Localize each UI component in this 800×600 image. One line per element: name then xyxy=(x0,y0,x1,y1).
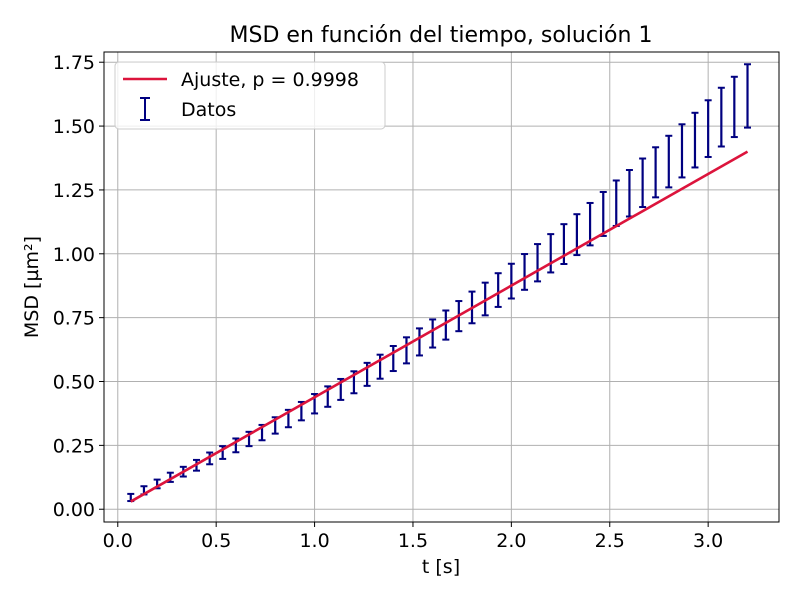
data-errorbar xyxy=(534,243,542,283)
data-errorbar xyxy=(507,262,515,300)
data-errorbar xyxy=(586,201,594,247)
chart-title: MSD en función del tiempo, solución 1 xyxy=(230,23,653,48)
y-tick-label: 0.50 xyxy=(53,372,95,394)
data-errorbar xyxy=(730,75,738,139)
x-tick-label: 1.5 xyxy=(398,530,428,552)
legend-fit-label: Ajuste, p = 0.9998 xyxy=(181,69,359,91)
data-errorbar xyxy=(415,327,423,357)
data-errorbar xyxy=(717,86,725,148)
y-axis-label: MSD [µm²] xyxy=(21,236,43,338)
legend-errorbar-swatch xyxy=(140,97,150,121)
data-errorbar xyxy=(599,190,607,237)
y-tick-label: 1.75 xyxy=(53,52,95,74)
data-errorbar xyxy=(389,345,397,373)
x-tick-label: 1.0 xyxy=(299,530,329,552)
legend: Ajuste, p = 0.9998 Datos xyxy=(114,61,386,130)
data-errorbar xyxy=(744,63,752,129)
data-errorbar xyxy=(560,223,568,266)
x-tick-label: 2.0 xyxy=(496,530,526,552)
data-errorbar xyxy=(652,146,660,199)
legend-data-label: Datos xyxy=(181,99,236,121)
y-tick-label: 1.25 xyxy=(53,180,95,202)
x-tick-label: 0.5 xyxy=(201,530,231,552)
axes-frame xyxy=(103,51,780,523)
data-errorbar xyxy=(625,169,633,218)
x-axis-label: t [s] xyxy=(422,556,460,578)
x-tick-label: 3.0 xyxy=(693,530,723,552)
data-errorbar xyxy=(678,123,686,179)
ticks: 0.0 0.5 1.0 1.5 2.0 2.5 3.0 0.00 0.25 0.50 0.75 1.0… xyxy=(53,52,724,552)
y-tick-label: 0.00 xyxy=(53,499,95,521)
data-errorbar xyxy=(639,157,647,209)
data-errorbar xyxy=(206,451,214,466)
data-errorbar xyxy=(704,99,712,158)
data-errorbar xyxy=(665,134,673,189)
data-errorbar xyxy=(402,336,410,365)
data-errorbar xyxy=(521,253,529,291)
y-tick-label: 1.50 xyxy=(53,116,95,138)
data-errorbar xyxy=(547,233,555,274)
y-tick-label: 0.25 xyxy=(53,435,95,457)
x-tick-label: 2.5 xyxy=(595,530,625,552)
plot-area xyxy=(127,63,752,503)
x-tick-label: 0.0 xyxy=(103,530,133,552)
y-tick-label: 0.75 xyxy=(53,308,95,330)
data-errorbar xyxy=(429,318,437,349)
data-errorbar xyxy=(691,111,699,169)
fit-line xyxy=(130,150,749,503)
data-errorbar xyxy=(494,272,502,308)
y-tick-label: 1.00 xyxy=(53,244,95,266)
data-errorbar xyxy=(612,179,620,227)
data-errorbar xyxy=(442,309,450,341)
legend-box xyxy=(114,61,386,130)
